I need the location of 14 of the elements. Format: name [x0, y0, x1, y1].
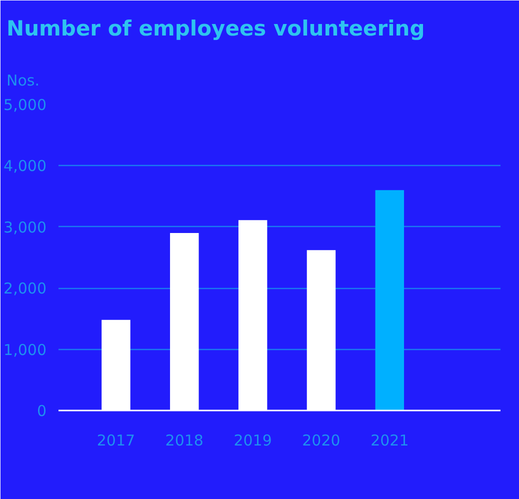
x-tick-label: 2021	[370, 432, 409, 450]
y-tick-label: 4,000	[4, 157, 47, 176]
chart-title: Number of employees volunteering	[6, 16, 425, 40]
x-tick-label: 2020	[302, 432, 340, 450]
y-tick-label: 1,000	[4, 340, 47, 359]
x-tick-label: 2019	[234, 432, 272, 450]
y-axis-title: Nos.	[6, 72, 40, 90]
x-tick-label: 2018	[165, 432, 204, 450]
y-tick-label: 5,000	[4, 96, 47, 114]
bar	[375, 190, 404, 410]
y-tick-label: 2,000	[4, 280, 47, 298]
x-tick-label: 2017	[96, 432, 136, 450]
y-tick-label: 0	[36, 402, 47, 420]
y-tick-label: 3,000	[4, 218, 47, 236]
